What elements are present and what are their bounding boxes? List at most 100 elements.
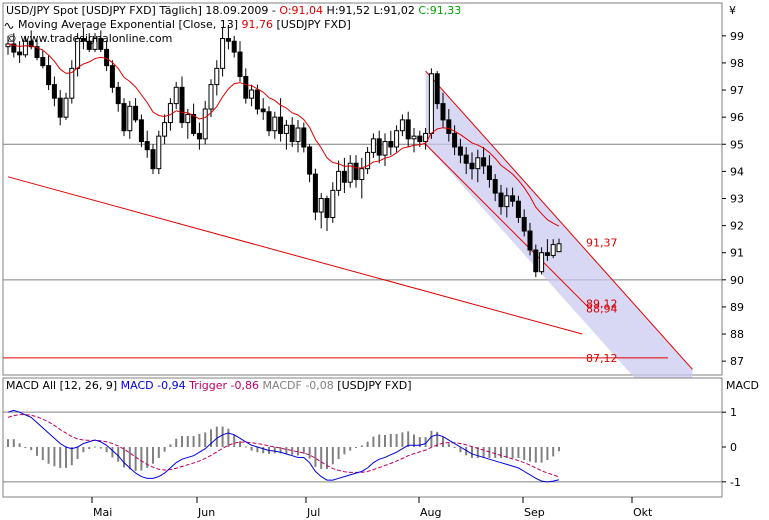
price-header-line2: Moving Average Exponential [Close, 13] 9…	[18, 18, 351, 31]
trigger-value: Trigger -0,86	[188, 379, 259, 392]
candle-body	[353, 162, 359, 181]
macdf-bar	[210, 429, 212, 447]
candle-body	[544, 252, 550, 256]
candle-body	[191, 113, 197, 134]
macdf-bar	[123, 447, 125, 468]
macdf-bar	[70, 447, 73, 466]
candle-body	[115, 86, 121, 105]
close-value: C:91,33	[418, 4, 461, 17]
candle-body	[481, 157, 487, 167]
macdf-bar	[157, 447, 160, 458]
macdf-bar	[273, 447, 276, 454]
macd-tick-label: 0	[730, 441, 737, 454]
y-tick-label: 87	[730, 355, 744, 368]
candle-body	[359, 168, 365, 181]
macdf-bar	[465, 447, 468, 456]
candle-body	[556, 243, 562, 253]
macd-tick-label: -1	[730, 476, 741, 489]
candle-body	[376, 138, 382, 156]
macdf-bar	[378, 434, 381, 447]
candle-body	[202, 108, 208, 140]
macdf-bar	[94, 446, 96, 448]
candle-body	[167, 103, 173, 124]
macdf-bar	[418, 437, 421, 447]
candle-body	[510, 195, 516, 202]
candle-body	[382, 141, 388, 156]
candle-body	[394, 130, 400, 148]
macdf-bar	[366, 441, 369, 447]
candle-body	[278, 116, 284, 134]
candle-body	[289, 124, 295, 143]
x-tick-label: Jul	[306, 506, 320, 519]
ema-value: 91,76	[242, 18, 274, 31]
low-value: L:91,02	[374, 4, 415, 17]
macdf-bar	[76, 447, 79, 460]
candle-body	[63, 97, 69, 118]
x-tick-label: Mai	[93, 506, 112, 519]
candle-body	[521, 216, 527, 232]
trendline	[425, 70, 693, 370]
y-tick-label: 93	[730, 192, 744, 205]
macdf-bar	[453, 447, 456, 449]
candle-body	[133, 105, 139, 121]
value-annotation: 88,94	[586, 303, 618, 316]
candle-body	[173, 86, 179, 105]
candle-body	[434, 73, 440, 105]
candle-body	[22, 40, 28, 56]
candle-body	[196, 132, 202, 140]
macdf-bar	[233, 434, 236, 447]
macdf-bar	[7, 439, 9, 447]
macdf-bar	[256, 447, 259, 453]
macd-lines	[7, 409, 560, 483]
candle-body	[428, 73, 434, 134]
macdf-bar	[227, 428, 230, 447]
trendline	[425, 143, 589, 308]
candle-body	[156, 135, 162, 170]
candle-body	[254, 89, 260, 110]
ema-label: Moving Average Exponential [Close, 13]	[18, 18, 238, 31]
candle-body	[388, 141, 394, 148]
candle-body	[492, 179, 498, 194]
ema-symbol: [USDJPY FXD]	[277, 18, 351, 31]
y-tick-label: 95	[730, 138, 744, 151]
macdf-bar	[401, 432, 404, 447]
macdf-bar	[372, 436, 375, 447]
chart-title: USD/JPY Spot [USDJPY FXD] Täglich] 18.09…	[6, 4, 276, 17]
candle-body	[98, 38, 104, 50]
macd-line	[7, 409, 560, 483]
candle-body	[515, 200, 521, 218]
candle-body	[185, 113, 191, 124]
macdf-bar	[476, 447, 479, 458]
macdf-bar	[488, 447, 491, 458]
macdf-bar	[12, 439, 15, 447]
macd-axis: MACD -1 0 1	[3, 379, 759, 489]
candle-body	[463, 154, 469, 164]
macdf-bar	[215, 426, 218, 447]
y-tick-label: 89	[730, 301, 744, 314]
macdf-bar	[198, 433, 201, 447]
macdf-bar	[47, 447, 50, 464]
candlestick-series	[5, 24, 562, 278]
macdf-bar	[250, 447, 253, 451]
candle-body	[440, 103, 446, 121]
candle-body	[40, 57, 46, 67]
value-annotation: 87,12	[586, 352, 618, 365]
macdf-bar	[221, 426, 224, 447]
y-tick-label: 90	[730, 274, 744, 287]
candle-body	[498, 192, 504, 208]
candle-body	[411, 135, 417, 140]
macdf-bar	[430, 430, 433, 447]
macd-panel	[2, 377, 723, 498]
candle-body	[150, 149, 156, 170]
macdf-bar	[337, 447, 340, 460]
candle-body	[405, 119, 411, 140]
candle-body	[527, 230, 533, 251]
open-value: O:91,04	[279, 4, 323, 17]
candle-body	[225, 38, 231, 42]
macdf-bar	[505, 447, 508, 458]
candle-body	[179, 86, 185, 124]
candle-body	[51, 84, 57, 99]
macdf-bar	[285, 447, 288, 454]
candle-body	[266, 111, 272, 132]
